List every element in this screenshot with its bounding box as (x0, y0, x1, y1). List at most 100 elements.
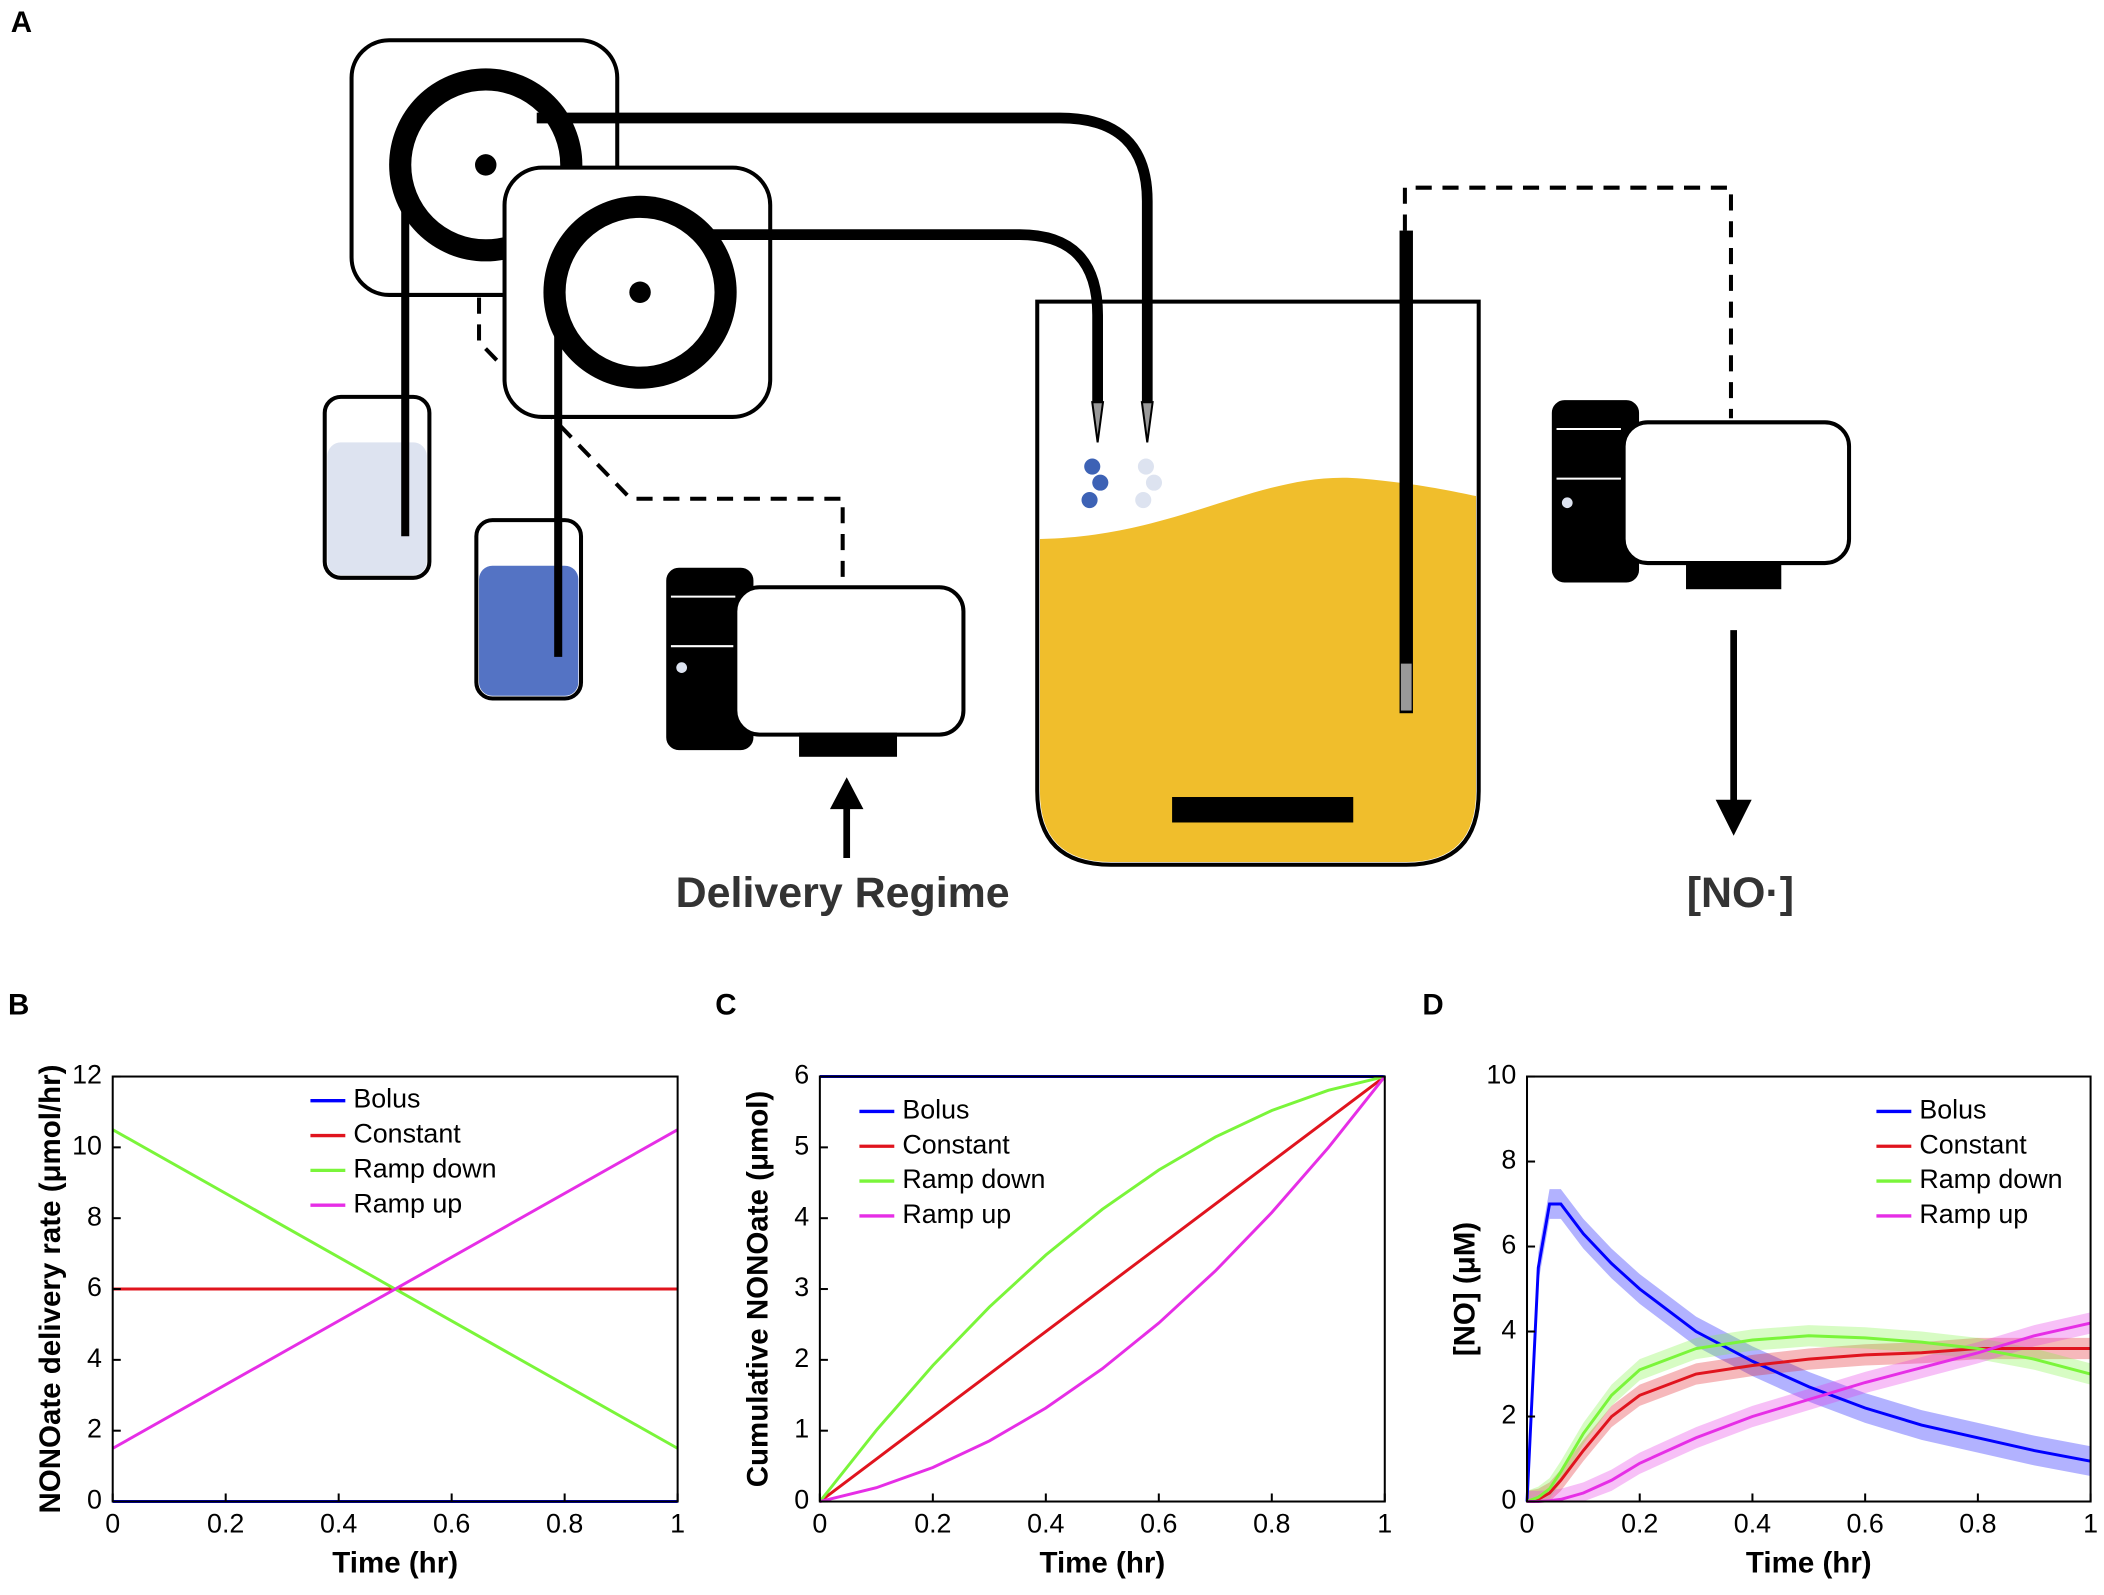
x-tick-label: 0 (105, 1509, 120, 1539)
solution (327, 442, 427, 576)
x-tick-label: 0 (1520, 1509, 1535, 1539)
x-tick-label: 0.6 (433, 1509, 470, 1539)
solution (479, 565, 579, 696)
legend-label: Ramp down (1919, 1164, 2062, 1194)
electrode-tip (1400, 663, 1412, 711)
output-label: [NO·] (1687, 869, 1794, 917)
x-tick-label: 0.2 (1621, 1509, 1658, 1539)
legend-label: Ramp up (1919, 1199, 2028, 1229)
series-line (1526, 1334, 2091, 1503)
x-tick-label: 0.2 (914, 1509, 951, 1539)
panel-label: B (8, 989, 29, 1022)
x-tick-label: 0.2 (207, 1509, 244, 1539)
legend-label: Bolus (1919, 1094, 1986, 1124)
arrow-head (829, 777, 864, 810)
x-tick-label: 0.4 (320, 1509, 357, 1539)
panel-label: C (715, 989, 736, 1022)
legend-label: Ramp up (902, 1199, 1011, 1229)
y-tick-label: 10 (72, 1130, 102, 1160)
x-tick-label: 0.6 (1847, 1509, 1884, 1539)
legend-label: Constant (1919, 1129, 2027, 1159)
x-tick-label: 1 (2083, 1509, 2098, 1539)
series-line (818, 1075, 1386, 1503)
y-axis-label: NONOate delivery rate (μmol/hr) (34, 1065, 67, 1514)
x-tick-label: 1 (1377, 1509, 1392, 1539)
x-tick-label: 1 (670, 1509, 685, 1539)
error-band (1527, 1189, 2091, 1502)
plot-frame (1526, 1075, 2092, 1503)
needle (1091, 401, 1154, 443)
y-tick-label: 6 (1501, 1230, 1516, 1260)
monitor-base (799, 732, 898, 757)
y-tick-label: 2 (87, 1414, 102, 1444)
legend-label: Constant (353, 1119, 461, 1149)
y-tick-label: 6 (87, 1272, 102, 1302)
tower-detail (670, 595, 736, 648)
input-label: Delivery Regime (676, 869, 1010, 917)
series-line (819, 1075, 1386, 1503)
x-axis-label: Time (hr) (332, 1546, 458, 1579)
y-tick-label: 2 (794, 1343, 809, 1373)
y-tick-label: 8 (1501, 1145, 1516, 1175)
y-axis-label: Cumulative NONOate (μmol) (741, 1091, 774, 1488)
legend-label: Constant (902, 1129, 1010, 1159)
droplets (1081, 458, 1163, 509)
error-band (1527, 1337, 2091, 1502)
control-line (477, 297, 845, 588)
error-band (1527, 1325, 2091, 1502)
x-tick-label: 0.8 (546, 1509, 583, 1539)
y-tick-label: 6 (794, 1060, 809, 1090)
legend-label: Ramp down (353, 1153, 496, 1183)
monitor (1621, 420, 1852, 566)
series-line (818, 1075, 1386, 1503)
legend-label: Ramp up (353, 1188, 462, 1218)
y-tick-label: 10 (1486, 1060, 1516, 1090)
y-axis-label: [NO] (μM) (1448, 1222, 1481, 1356)
x-axis-label: Time (hr) (1746, 1546, 1872, 1579)
tower-detail (1556, 427, 1621, 480)
y-tick-label: 8 (87, 1201, 102, 1231)
legend-label: Bolus (353, 1084, 420, 1114)
y-tick-label: 0 (87, 1485, 102, 1515)
legend-label: Bolus (902, 1094, 969, 1124)
panel-label: A (11, 6, 32, 39)
y-tick-label: 0 (1501, 1485, 1516, 1515)
y-tick-label: 4 (794, 1201, 809, 1231)
x-tick-label: 0.8 (1959, 1509, 1996, 1539)
series-line (1527, 1321, 2091, 1503)
x-axis-label: Time (hr) (1039, 1546, 1165, 1579)
medium (1039, 477, 1477, 863)
series-line (111, 1128, 679, 1450)
setup-diagram: A Delivery Regime [NO·] (11, 6, 1852, 917)
y-tick-label: 2 (1501, 1400, 1516, 1430)
pump-rotor (543, 195, 737, 389)
panel-label: D (1422, 989, 1443, 1022)
monitor (733, 585, 966, 737)
y-tick-label: 4 (87, 1343, 102, 1373)
tower-light (1561, 497, 1573, 509)
tubing (536, 112, 1153, 403)
y-tick-label: 12 (72, 1060, 102, 1090)
electrode (1399, 230, 1413, 714)
x-tick-label: 0.6 (1140, 1509, 1177, 1539)
y-tick-label: 1 (794, 1414, 809, 1444)
y-tick-label: 3 (794, 1272, 809, 1302)
signal-line (1402, 185, 1733, 419)
arrow-head (1715, 799, 1752, 836)
tubing (697, 229, 1103, 403)
stir-bar (1172, 797, 1354, 823)
x-tick-label: 0.4 (1734, 1509, 1771, 1539)
x-tick-label: 0.4 (1027, 1509, 1064, 1539)
monitor-base (1686, 561, 1782, 590)
legend-label: Ramp down (902, 1164, 1045, 1194)
beaker (1035, 299, 1481, 867)
x-tick-label: 0.8 (1253, 1509, 1290, 1539)
series-line (1526, 1347, 2091, 1503)
y-tick-label: 5 (794, 1130, 809, 1160)
y-tick-label: 4 (1501, 1315, 1516, 1345)
x-tick-label: 0 (812, 1509, 827, 1539)
tower-light (676, 662, 688, 674)
y-tick-label: 0 (794, 1485, 809, 1515)
